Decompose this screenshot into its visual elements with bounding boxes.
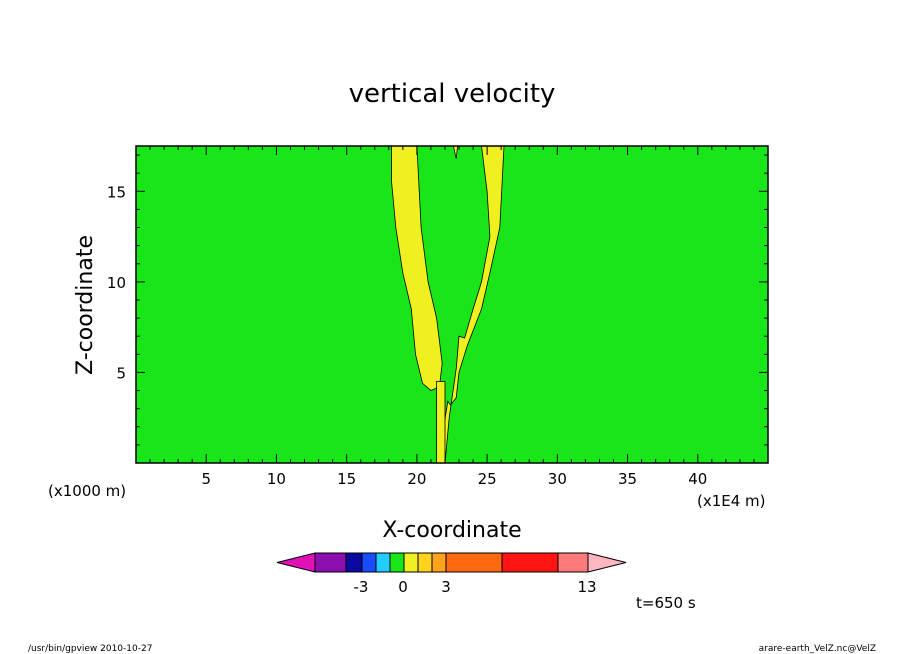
colorbar-segment xyxy=(431,552,447,573)
footer-left: /usr/bin/gpview 2010-10-27 xyxy=(28,644,152,654)
colorbar-segment xyxy=(314,552,347,573)
colorbar-segment xyxy=(361,552,377,573)
y-tick-label: 15 xyxy=(107,183,126,201)
colorbar-min-arrow xyxy=(276,552,316,573)
central-column xyxy=(436,381,446,464)
x-tick-label: 40 xyxy=(688,470,707,488)
x-tick-label: 30 xyxy=(548,470,567,488)
x-tick-label: 15 xyxy=(337,470,356,488)
x-tick-label: 10 xyxy=(267,470,286,488)
colorbar-segment xyxy=(403,552,419,573)
colorbar-max-arrow xyxy=(587,552,627,573)
x-units-left: (x1000 m) xyxy=(48,482,126,500)
x-axis-label: X-coordinate xyxy=(382,518,521,543)
plot-area xyxy=(136,146,768,463)
colorbar-segment xyxy=(389,552,405,573)
y-tick-label: 5 xyxy=(116,364,126,382)
plot-frame xyxy=(135,145,769,464)
colorbar-segment xyxy=(445,552,503,573)
time-label: t=650 s xyxy=(636,594,696,612)
x-units-right: (x1E4 m) xyxy=(697,492,766,510)
x-tick-label: 5 xyxy=(201,470,211,488)
y-axis-label: Z-coordinate xyxy=(73,235,98,375)
left-plume-band xyxy=(391,145,443,391)
footer-right: arare-earth_VelZ.nc@VelZ xyxy=(759,644,876,654)
colorbar-label: 0 xyxy=(398,578,408,596)
colorbar: -3 0 3 13 xyxy=(276,552,627,596)
x-tick-label: 25 xyxy=(478,470,497,488)
colorbar-label: 3 xyxy=(441,578,451,596)
chart-title: vertical velocity xyxy=(349,79,556,109)
colorbar-segment xyxy=(345,552,363,573)
colorbar-segment xyxy=(417,552,433,573)
colorbar-label: 13 xyxy=(577,578,596,596)
colorbar-label: -3 xyxy=(354,578,369,596)
colorbar-segment xyxy=(557,552,589,573)
colorbar-segment xyxy=(501,552,559,573)
x-tick-label: 20 xyxy=(407,470,426,488)
x-tick-label: 35 xyxy=(618,470,637,488)
axis-ticks: 5 10 15 20 25 30 35 40 5 10 15 xyxy=(107,146,768,488)
y-tick-label: 10 xyxy=(107,274,126,292)
colorbar-segment xyxy=(375,552,391,573)
